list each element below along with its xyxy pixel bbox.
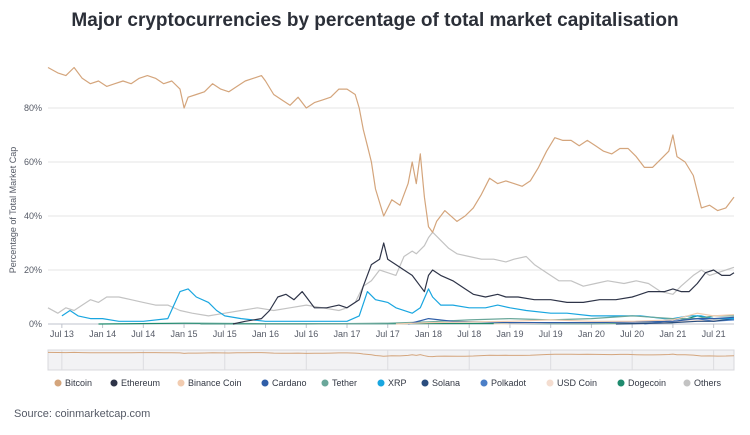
x-tick-label: Jan 17 bbox=[333, 329, 360, 339]
legend-marker bbox=[480, 379, 488, 387]
legend-marker bbox=[377, 379, 385, 387]
x-tick-label: Jul 18 bbox=[457, 329, 481, 339]
navigator-series-line bbox=[47, 351, 735, 358]
grid-lines bbox=[48, 107, 734, 325]
series-line-cardano[interactable] bbox=[407, 316, 735, 325]
legend-marker bbox=[54, 379, 62, 387]
x-tick-label: Jul 14 bbox=[131, 329, 155, 339]
x-tick-label: Jul 15 bbox=[213, 329, 237, 339]
x-tick-label: Jan 21 bbox=[659, 329, 686, 339]
legend-label[interactable]: Ethereum bbox=[121, 378, 160, 388]
x-tick-label: Jul 13 bbox=[50, 329, 74, 339]
legend-marker bbox=[321, 379, 329, 387]
x-tick-label: Jan 14 bbox=[89, 329, 116, 339]
series-lines bbox=[47, 66, 735, 325]
legend-label[interactable]: Binance Coin bbox=[188, 378, 242, 388]
chart-title: Major cryptocurrencies by percentage of … bbox=[71, 10, 679, 31]
x-tick-label: Jul 17 bbox=[376, 329, 400, 339]
y-axis-label: Percentage of Total Market Cap bbox=[8, 147, 18, 273]
y-tick-label: 40% bbox=[24, 211, 42, 221]
y-tick-label: 20% bbox=[24, 265, 42, 275]
legend-label[interactable]: Solana bbox=[432, 378, 460, 388]
x-tick-label: Jul 19 bbox=[539, 329, 563, 339]
legend-label[interactable]: XRP bbox=[388, 378, 407, 388]
series-line-solana[interactable] bbox=[615, 318, 735, 325]
legend-marker bbox=[617, 379, 625, 387]
y-tick-label: 80% bbox=[24, 103, 42, 113]
series-line-binance-coin[interactable] bbox=[395, 312, 735, 325]
navigator-background[interactable] bbox=[47, 349, 735, 371]
x-axis-ticks: Jul 13 Jan 14 Jul 14 Jan 15 Jul 15 Jan 16 Jul … bbox=[48, 323, 734, 339]
range-navigator[interactable] bbox=[47, 349, 735, 371]
legend: Bitcoin Ethereum Binance Coin Cardano Tether… bbox=[54, 378, 722, 388]
y-tick-label: 0% bbox=[29, 319, 42, 329]
x-tick-label: Jul 21 bbox=[702, 329, 726, 339]
legend-label[interactable]: Cardano bbox=[272, 378, 307, 388]
legend-label[interactable]: Others bbox=[694, 378, 722, 388]
x-tick-label: Jan 15 bbox=[171, 329, 198, 339]
y-tick-label: 60% bbox=[24, 157, 42, 167]
series-line-ethereum[interactable] bbox=[232, 242, 735, 325]
legend-label[interactable]: USD Coin bbox=[557, 378, 597, 388]
legend-marker bbox=[110, 379, 118, 387]
x-tick-label: Jul 20 bbox=[620, 329, 644, 339]
legend-marker bbox=[177, 379, 185, 387]
legend-marker bbox=[261, 379, 269, 387]
y-axis-ticks: 0% 20% 40% 60% 80% bbox=[24, 103, 42, 329]
legend-label[interactable]: Dogecoin bbox=[628, 378, 666, 388]
legend-marker bbox=[546, 379, 554, 387]
chart-area[interactable]: 0% 20% 40% 60% 80% Jul 13 Jan 14 Jul 14 Jan 15 J… bbox=[0, 40, 750, 405]
legend-label[interactable]: Tether bbox=[332, 378, 357, 388]
legend-marker bbox=[421, 379, 429, 387]
series-line-others[interactable] bbox=[47, 231, 735, 317]
source-note: Source: coinmarketcap.com bbox=[14, 408, 151, 420]
x-tick-label: Jan 16 bbox=[252, 329, 279, 339]
x-tick-label: Jan 19 bbox=[496, 329, 523, 339]
x-tick-label: Jul 16 bbox=[294, 329, 318, 339]
series-line-bitcoin[interactable] bbox=[47, 66, 735, 233]
chart-svg[interactable]: 0%20%40%60%80% Jul 13 Jan 14 Jul 14 Jan 15 J… bbox=[0, 40, 750, 405]
legend-label[interactable]: Bitcoin bbox=[65, 378, 92, 388]
legend-marker bbox=[683, 379, 691, 387]
series-line-xrp[interactable] bbox=[61, 288, 734, 322]
legend-label[interactable]: Polkadot bbox=[491, 378, 527, 388]
x-tick-label: Jan 18 bbox=[415, 329, 442, 339]
x-tick-label: Jan 20 bbox=[578, 329, 605, 339]
